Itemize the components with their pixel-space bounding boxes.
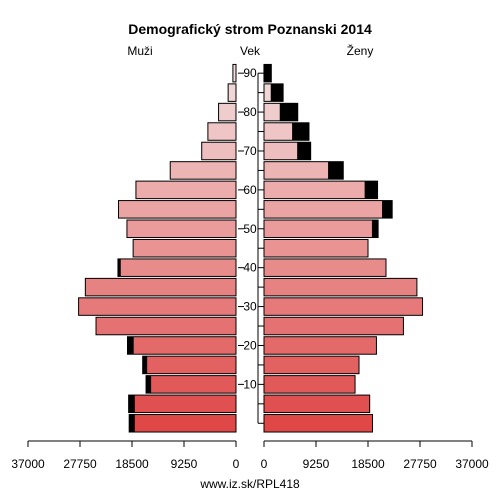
age-tick-label: 80 bbox=[243, 105, 257, 119]
age-axis-label: Vek bbox=[240, 44, 261, 58]
men-bar-40-44 bbox=[117, 258, 237, 277]
women-bar-35-39 bbox=[263, 277, 418, 297]
men-bar-90+ bbox=[232, 63, 237, 83]
men-bar-75-79 bbox=[207, 122, 237, 141]
men-surplus-10-14 bbox=[146, 375, 152, 394]
women-surplus-60-64 bbox=[364, 181, 378, 199]
women-surplus-85-89 bbox=[270, 83, 284, 102]
age-axis: 10 20 30 40 50 60 70 80 90 bbox=[238, 66, 264, 424]
men-bar-45-49 bbox=[132, 238, 237, 258]
men-bars bbox=[78, 63, 237, 433]
men-axis-tick-label: 9250 bbox=[171, 457, 198, 471]
age-tick-label: 40 bbox=[243, 261, 257, 275]
women-bar-55-59 bbox=[263, 200, 393, 219]
women-surplus-80-84 bbox=[279, 103, 298, 121]
women-axis-tick-label: 0 bbox=[261, 457, 268, 471]
age-tick-label: 20 bbox=[243, 338, 257, 352]
men-bar-25-29 bbox=[95, 316, 237, 336]
women-surplus-55-59 bbox=[382, 200, 393, 219]
women-axis-tick-label: 9250 bbox=[303, 457, 330, 471]
women-surplus-50-54 bbox=[371, 220, 379, 238]
men-surplus-15-19 bbox=[142, 356, 148, 374]
women-bar-40-44 bbox=[263, 258, 387, 277]
men-bar-20-24 bbox=[127, 336, 237, 355]
age-tick-label: 30 bbox=[243, 300, 257, 314]
men-axis-tick-label: 27750 bbox=[63, 457, 97, 471]
age-tick-label: 70 bbox=[243, 144, 257, 158]
women-surplus-75-79 bbox=[292, 122, 309, 141]
women-bars bbox=[263, 63, 424, 433]
women-surplus-70-74 bbox=[297, 142, 311, 160]
women-bar-50-54 bbox=[263, 219, 379, 239]
men-bar-5-9 bbox=[128, 394, 237, 414]
men-bar-15-19 bbox=[142, 355, 237, 375]
women-surplus-65-69 bbox=[328, 161, 344, 180]
women-bar-45-49 bbox=[263, 238, 369, 258]
men-axis-tick-label: 0 bbox=[233, 457, 240, 471]
women-axis-tick-label: 27750 bbox=[403, 457, 437, 471]
men-axis-tick-label: 37000 bbox=[11, 457, 45, 471]
men-bar-70-74 bbox=[201, 141, 237, 161]
age-tick-label: 90 bbox=[243, 66, 257, 80]
men-surplus-20-24 bbox=[127, 336, 134, 355]
men-bar-65-69 bbox=[169, 161, 237, 180]
women-bar-10-14 bbox=[263, 375, 356, 394]
age-tick-label: 50 bbox=[243, 222, 257, 236]
footer-source: www.iz.sk/RPL418 bbox=[199, 477, 300, 491]
women-bar-15-19 bbox=[263, 355, 360, 375]
women-label: Ženy bbox=[347, 43, 374, 58]
men-bar-30-34 bbox=[78, 297, 237, 316]
men-bar-85-89 bbox=[227, 83, 237, 102]
women-surplus-90+ bbox=[263, 64, 272, 82]
men-surplus-0-4 bbox=[129, 414, 135, 433]
women-axis-tick-label: 18500 bbox=[351, 457, 385, 471]
women-bar-60-64 bbox=[263, 180, 379, 200]
men-surplus-5-9 bbox=[128, 395, 135, 413]
women-bar-20-24 bbox=[263, 336, 377, 355]
men-bar-35-39 bbox=[84, 277, 237, 297]
men-bar-55-59 bbox=[118, 200, 237, 219]
men-bar-0-4 bbox=[128, 414, 237, 433]
age-tick-label: 60 bbox=[243, 183, 257, 197]
women-axis-tick-label: 37000 bbox=[455, 457, 489, 471]
men-bar-50-54 bbox=[126, 219, 237, 239]
men-bar-80-84 bbox=[218, 102, 237, 122]
population-axis: 37000 27750 18500 9250 0 0 9250 18500 27750 37000 bbox=[11, 440, 489, 471]
men-bar-10-14 bbox=[145, 375, 237, 394]
women-bar-25-29 bbox=[263, 316, 404, 336]
men-axis-tick-label: 18500 bbox=[115, 457, 149, 471]
women-bar-5-9 bbox=[263, 394, 371, 414]
women-bar-30-34 bbox=[263, 297, 424, 316]
chart-title: Demografický strom Poznanski 2014 bbox=[128, 21, 372, 37]
age-tick-label: 10 bbox=[243, 377, 257, 391]
men-bar-60-64 bbox=[135, 180, 237, 200]
women-bar-0-4 bbox=[263, 414, 373, 433]
men-surplus-40-44 bbox=[117, 258, 121, 277]
men-label: Muži bbox=[127, 44, 152, 58]
